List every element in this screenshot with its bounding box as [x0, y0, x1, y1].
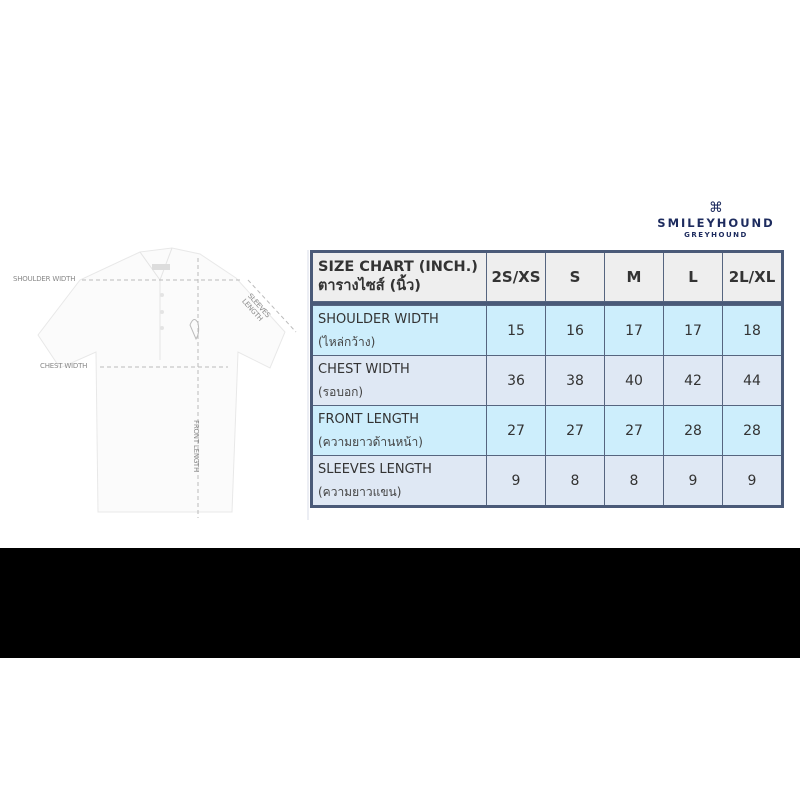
row-label-thai: (รอบอก) [318, 384, 364, 399]
cell-value: 27 [545, 405, 605, 456]
brand-sub: GREYHOUND [684, 231, 748, 239]
cell-value: 38 [545, 355, 605, 406]
row-label: SLEEVES LENGTH [318, 461, 432, 477]
table-row: SHOULDER WIDTH (ไหล่กว้าง) 15 16 17 17 18 [311, 305, 783, 356]
table-row: CHEST WIDTH (รอบอก) 36 38 40 42 44 [311, 355, 783, 406]
cell-value: 9 [722, 455, 783, 507]
header-row: SIZE CHART (INCH.) ตารางไซส์ (นิ้ว) 2S/X… [311, 251, 783, 302]
row-label: FRONT LENGTH [318, 411, 420, 427]
cell-value: 15 [486, 305, 546, 356]
size-header: S [545, 251, 605, 302]
size-header: M [604, 251, 664, 302]
cell-value: 8 [545, 455, 605, 507]
size-header: 2S/XS [486, 251, 546, 302]
size-chart-table: SIZE CHART (INCH.) ตารางไซส์ (นิ้ว) 2S/X… [310, 250, 784, 508]
row-label: SHOULDER WIDTH [318, 311, 439, 327]
table-title: SIZE CHART (INCH.) [318, 259, 478, 275]
row-label-thai: (ไหล่กว้าง) [318, 334, 376, 349]
cell-value: 17 [663, 305, 723, 356]
row-label-thai: (ความยาวด้านหน้า) [318, 434, 423, 449]
cell-value: 36 [486, 355, 546, 406]
cell-value: 27 [486, 405, 546, 456]
cell-value: 44 [722, 355, 783, 406]
row-label: CHEST WIDTH [318, 361, 410, 377]
cell-value: 27 [604, 405, 664, 456]
cell-value: 9 [486, 455, 546, 507]
table-title-thai: ตารางไซส์ (นิ้ว) [318, 278, 421, 294]
cell-value: 40 [604, 355, 664, 406]
size-header: 2L/XL [722, 251, 783, 302]
polo-shirt-illustration [37, 247, 309, 520]
shoulder-width-label: SHOULDER WIDTH [13, 275, 76, 283]
polo-shirt-diagram: SHOULDER WIDTH CHEST WIDTH SLEEVES LENGT… [0, 240, 310, 530]
table-title-cell: SIZE CHART (INCH.) ตารางไซส์ (นิ้ว) [311, 251, 487, 302]
front-length-label: FRONT LENGTH [192, 420, 200, 473]
brand-logo: ⌘ SMILEYHOUND GREYHOUND [650, 200, 782, 239]
brand-name: SMILEYHOUND [657, 216, 775, 230]
cell-value: 18 [722, 305, 783, 356]
cell-value: 8 [604, 455, 664, 507]
black-band [0, 548, 800, 658]
row-label-thai: (ความยาวแขน) [318, 484, 402, 499]
table-row: SLEEVES LENGTH (ความยาวแขน) 9 8 8 9 9 [311, 455, 783, 507]
cell-value: 17 [604, 305, 664, 356]
cell-value: 28 [663, 405, 723, 456]
cell-value: 9 [663, 455, 723, 507]
cell-value: 28 [722, 405, 783, 456]
greyhound-icon: ⌘ [709, 200, 723, 216]
header-divider [311, 301, 783, 306]
cell-value: 16 [545, 305, 605, 356]
cell-value: 42 [663, 355, 723, 406]
size-header: L [663, 251, 723, 302]
table-row: FRONT LENGTH (ความยาวด้านหน้า) 27 27 27 2… [311, 405, 783, 456]
chest-width-label: CHEST WIDTH [40, 362, 88, 370]
